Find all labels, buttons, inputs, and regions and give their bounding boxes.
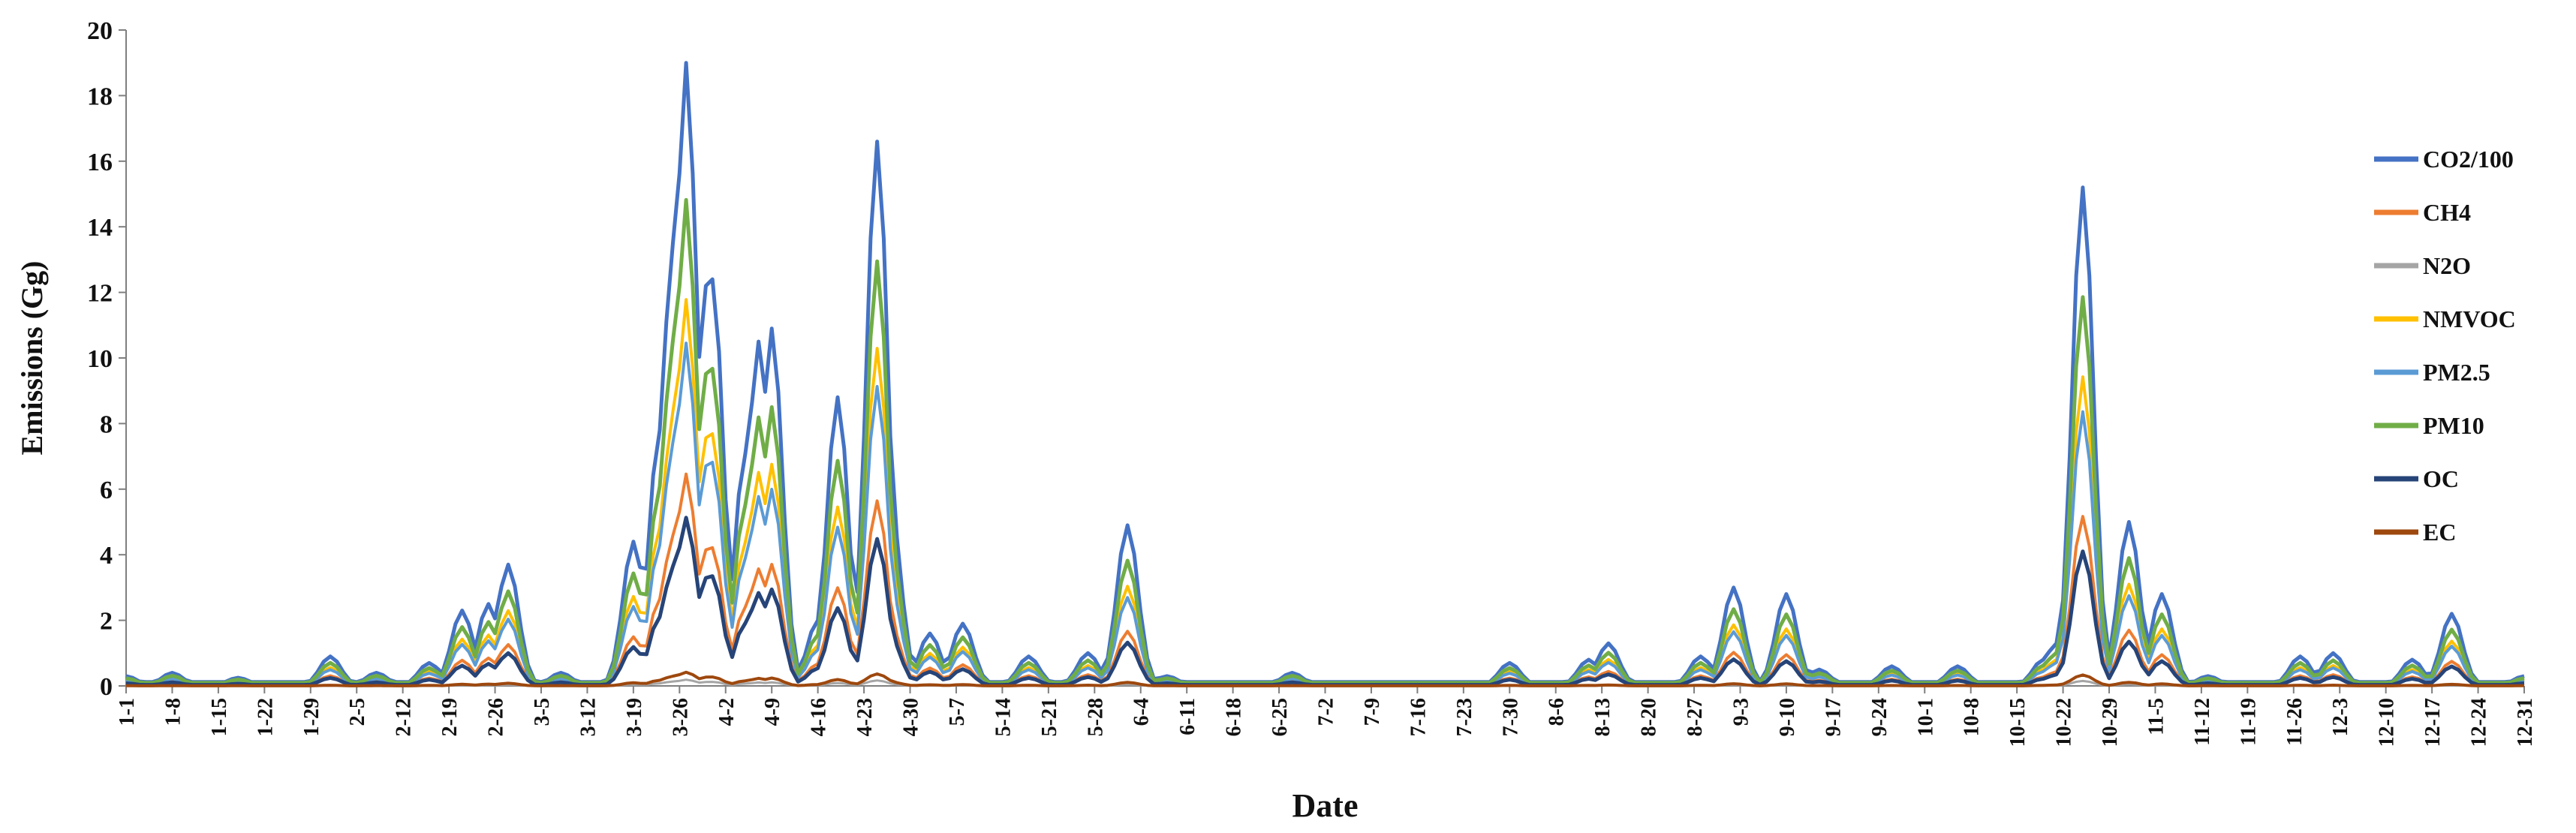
x-tick-label: 6-11 bbox=[1176, 698, 1199, 735]
x-tick-label: 2-5 bbox=[346, 698, 369, 726]
chart-legend: CO2/100 CH4 N2O NMVOC PM2.5 PM10 OC EC bbox=[2374, 146, 2516, 546]
x-tick-label: 2-12 bbox=[393, 698, 416, 736]
x-tick-label: 1-8 bbox=[161, 698, 185, 726]
x-tick-label: 1-1 bbox=[116, 698, 139, 726]
legend-label: NMVOC bbox=[2423, 305, 2516, 332]
x-tick-label: 3-19 bbox=[623, 698, 646, 736]
y-tick-label: 0 bbox=[100, 673, 113, 701]
x-tick-label: 4-2 bbox=[715, 698, 739, 726]
x-tick-label: 5-14 bbox=[992, 698, 1015, 736]
x-tick-label: 4-23 bbox=[853, 698, 877, 736]
x-tick-label: 10-15 bbox=[2006, 698, 2030, 747]
legend-label: CH4 bbox=[2423, 199, 2471, 226]
x-tick-label: 3-26 bbox=[669, 698, 692, 736]
x-tick-label: 12-17 bbox=[2421, 698, 2445, 747]
x-tick-label: 6-4 bbox=[1130, 698, 1154, 726]
x-tick-label: 7-2 bbox=[1315, 698, 1338, 726]
x-tick-label: 12-3 bbox=[2329, 698, 2352, 736]
y-tick-label: 2 bbox=[100, 608, 113, 636]
x-tick-label: 7-30 bbox=[1499, 698, 1522, 736]
x-tick-label: 9-17 bbox=[1822, 698, 1845, 736]
y-tick-label: 18 bbox=[87, 83, 113, 110]
x-tick-label: 8-27 bbox=[1684, 698, 1707, 736]
y-tick-label: 16 bbox=[87, 149, 113, 176]
x-tick-label: 10-29 bbox=[2099, 698, 2122, 747]
x-tick-label: 8-20 bbox=[1638, 698, 1661, 736]
y-tick-label: 14 bbox=[87, 214, 113, 242]
x-tick-label: 8-13 bbox=[1591, 698, 1615, 736]
x-tick-label: 8-6 bbox=[1545, 698, 1569, 726]
x-tick-label: 5-7 bbox=[946, 698, 969, 726]
x-tick-label: 7-16 bbox=[1407, 698, 1430, 736]
y-tick-label: 4 bbox=[100, 542, 113, 570]
x-tick-label: 11-19 bbox=[2237, 698, 2260, 746]
x-tick-label: 1-29 bbox=[300, 698, 324, 736]
x-tick-label: 9-10 bbox=[1776, 698, 1799, 736]
legend-label: CO2/100 bbox=[2423, 146, 2514, 173]
x-tick-label: 10-1 bbox=[1914, 698, 1937, 736]
x-tick-label: 4-30 bbox=[900, 698, 923, 736]
series-line-pm10 bbox=[125, 197, 2525, 685]
x-tick-label: 7-9 bbox=[1361, 698, 1384, 726]
series-line-ch4 bbox=[125, 472, 2525, 687]
y-tick-label: 10 bbox=[87, 345, 113, 373]
x-tick-label: 5-21 bbox=[1038, 698, 1061, 736]
x-axis-title: Date bbox=[1293, 787, 1359, 824]
x-tick-label: 12-10 bbox=[2376, 698, 2399, 747]
legend-label: N2O bbox=[2423, 252, 2471, 279]
y-tick-label: 8 bbox=[100, 410, 113, 438]
x-tick-label: 11-26 bbox=[2283, 698, 2307, 746]
x-tick-label: 4-9 bbox=[761, 698, 784, 726]
x-tick-label: 9-3 bbox=[1729, 698, 1753, 726]
x-tick-label: 1-15 bbox=[208, 698, 231, 736]
x-tick-label: 3-5 bbox=[531, 698, 554, 726]
x-tick-label: 11-12 bbox=[2191, 698, 2214, 746]
y-tick-label: 6 bbox=[100, 477, 113, 504]
series-lines bbox=[125, 61, 2525, 687]
x-tick-label: 9-24 bbox=[1868, 698, 1891, 736]
chart-axes: 0 2 4 6 8 10 12 14 16 18 20 1-1 1-8 1-15 1-22 1-29 2-5 2-… bbox=[87, 17, 2537, 747]
series-line-co2100 bbox=[125, 61, 2525, 684]
x-tick-label: 5-28 bbox=[1084, 698, 1107, 736]
legend-label: PM10 bbox=[2423, 412, 2484, 439]
x-tick-label: 4-16 bbox=[808, 698, 831, 736]
x-tick-label: 7-23 bbox=[1453, 698, 1476, 736]
x-tick-label: 6-18 bbox=[1223, 698, 1246, 736]
legend-label: OC bbox=[2423, 465, 2459, 492]
series-line-ec bbox=[125, 670, 2525, 687]
x-tick-label: 12-24 bbox=[2468, 698, 2491, 747]
y-tick-label: 20 bbox=[87, 17, 113, 45]
x-tick-label: 10-22 bbox=[2053, 698, 2076, 747]
x-tick-label: 12-31 bbox=[2514, 698, 2537, 747]
x-tick-label: 10-8 bbox=[1961, 698, 1984, 736]
x-tick-label: 1-22 bbox=[254, 698, 277, 736]
y-axis-title: Emissions (Gg) bbox=[15, 261, 49, 456]
x-tick-label: 3-12 bbox=[576, 698, 600, 736]
x-tick-label: 2-19 bbox=[438, 698, 462, 736]
x-tick-label: 11-5 bbox=[2144, 698, 2168, 735]
legend-label: PM2.5 bbox=[2423, 359, 2490, 386]
legend-label: EC bbox=[2423, 519, 2456, 546]
x-tick-label: 2-26 bbox=[485, 698, 508, 736]
x-tick-label: 6-25 bbox=[1268, 698, 1292, 736]
y-tick-label: 12 bbox=[87, 280, 113, 308]
